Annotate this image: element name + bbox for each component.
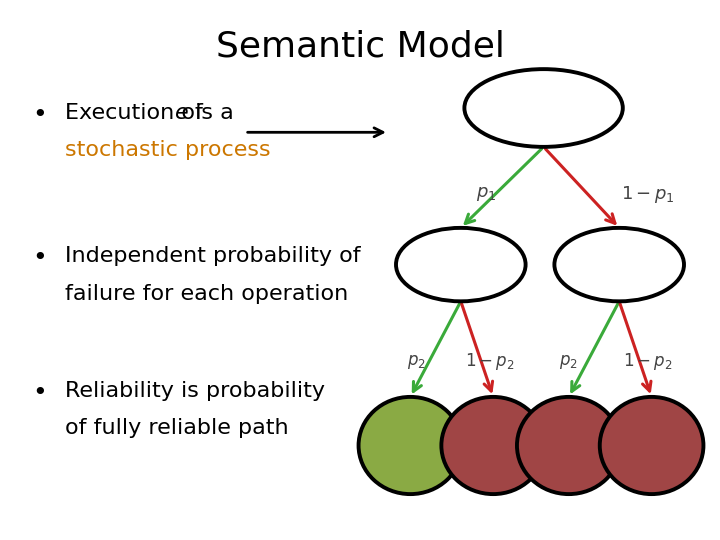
Text: is a: is a <box>188 103 234 123</box>
Text: $p_2$: $p_2$ <box>559 353 578 371</box>
Text: e: e <box>175 103 189 123</box>
Text: •: • <box>32 103 47 126</box>
Ellipse shape <box>600 397 703 494</box>
Text: stochastic process: stochastic process <box>65 140 271 160</box>
Text: Execution of: Execution of <box>65 103 210 123</box>
Ellipse shape <box>441 397 545 494</box>
Text: $1-p_2$: $1-p_2$ <box>623 352 673 372</box>
Text: Reliability is probability: Reliability is probability <box>65 381 325 401</box>
Ellipse shape <box>517 397 621 494</box>
Text: $p_1$: $p_1$ <box>476 185 496 204</box>
Text: $1-p_2$: $1-p_2$ <box>464 352 515 372</box>
Text: $1-p_1$: $1-p_1$ <box>621 184 675 205</box>
Text: •: • <box>32 246 47 269</box>
Text: $p_2$: $p_2$ <box>407 353 426 371</box>
Text: •: • <box>32 381 47 404</box>
Ellipse shape <box>554 228 684 301</box>
Ellipse shape <box>396 228 526 301</box>
Text: of fully reliable path: of fully reliable path <box>65 418 289 438</box>
Ellipse shape <box>359 397 462 494</box>
Text: failure for each operation: failure for each operation <box>65 284 348 303</box>
Text: Independent probability of: Independent probability of <box>65 246 361 266</box>
Ellipse shape <box>464 69 623 147</box>
Text: Semantic Model: Semantic Model <box>215 30 505 64</box>
